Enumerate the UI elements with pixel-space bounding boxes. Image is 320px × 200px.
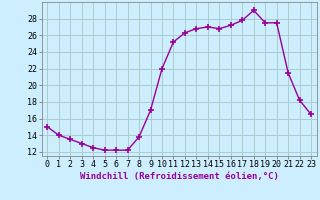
- X-axis label: Windchill (Refroidissement éolien,°C): Windchill (Refroidissement éolien,°C): [80, 172, 279, 181]
